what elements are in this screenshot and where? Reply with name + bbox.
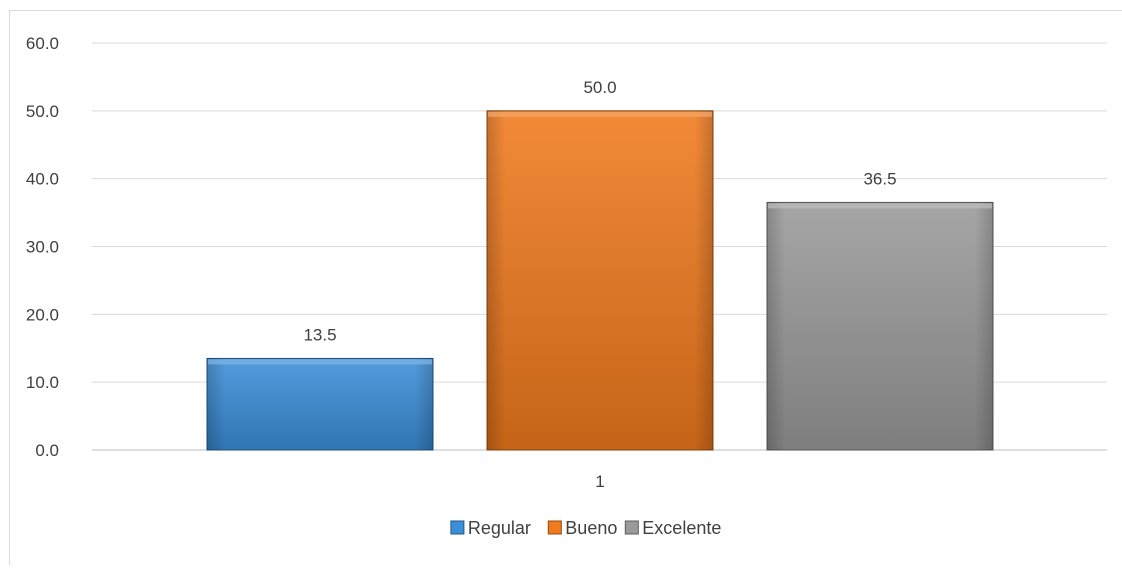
bar-shading [487, 110, 713, 450]
y-tick-label: 60.0 [26, 34, 59, 53]
legend-label-bueno: Bueno [565, 518, 617, 538]
bar-chart: 0.0 10.0 20.0 30.0 40.0 50.0 60.0 13.5 50.0 36.5… [26, 34, 1107, 538]
data-labels: 13.5 50.0 36.5 [303, 78, 896, 345]
data-label-excelente: 36.5 [863, 169, 896, 188]
data-label-bueno: 50.0 [583, 78, 616, 97]
legend-swatch-bueno [547, 520, 562, 535]
y-tick-label: 20.0 [26, 305, 59, 324]
bar-shading [207, 358, 433, 450]
y-tick-label: 30.0 [26, 238, 59, 257]
bar-bevel [488, 111, 712, 117]
legend-label-excelente: Excelente [642, 518, 721, 538]
y-tick-label: 50.0 [26, 102, 59, 121]
bar-bevel [208, 359, 432, 365]
x-axis-categories: 1 [595, 472, 604, 491]
bar-shading [767, 202, 993, 450]
legend-swatch-excelente [624, 520, 639, 535]
legend-label-regular: Regular [468, 518, 531, 538]
chart-container: 0.0 10.0 20.0 30.0 40.0 50.0 60.0 13.5 50.0 36.5… [9, 10, 1122, 565]
y-tick-label: 0.0 [35, 441, 59, 460]
data-label-regular: 13.5 [303, 325, 336, 344]
y-axis-ticks: 0.0 10.0 20.0 30.0 40.0 50.0 60.0 [26, 34, 59, 460]
legend-swatch-regular [450, 520, 465, 535]
x-category-label: 1 [595, 472, 604, 491]
bar-bevel [768, 203, 992, 209]
legend: Regular Bueno Excelente [450, 518, 721, 538]
y-tick-label: 10.0 [26, 373, 59, 392]
y-tick-label: 40.0 [26, 170, 59, 189]
bars [206, 110, 994, 451]
